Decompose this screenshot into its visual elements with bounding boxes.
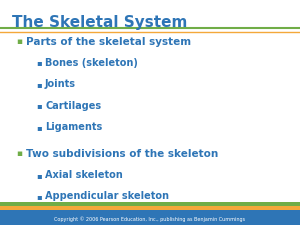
Text: Appendicular skeleton: Appendicular skeleton	[45, 191, 169, 201]
Text: ▪: ▪	[36, 58, 42, 68]
Bar	[0, 202, 300, 206]
Text: ▪: ▪	[36, 171, 42, 180]
Text: Bones (skeleton): Bones (skeleton)	[45, 58, 138, 68]
Text: ▪: ▪	[16, 149, 22, 158]
Text: Joints: Joints	[45, 79, 76, 89]
Text: Copyright © 2006 Pearson Education, Inc., publishing as Benjamin Cummings: Copyright © 2006 Pearson Education, Inc.…	[54, 217, 246, 222]
Text: Axial skeleton: Axial skeleton	[45, 170, 123, 180]
Text: ▪: ▪	[36, 80, 42, 89]
Text: ▪: ▪	[16, 37, 22, 46]
Bar	[0, 206, 300, 210]
Text: Ligaments: Ligaments	[45, 122, 102, 132]
Text: Cartilages: Cartilages	[45, 101, 101, 111]
Bar	[0, 210, 300, 214]
Text: Parts of the skeletal system: Parts of the skeletal system	[26, 37, 190, 47]
Text: ▪: ▪	[36, 101, 42, 110]
Bar	[0, 214, 300, 225]
Text: ▪: ▪	[36, 123, 42, 132]
Text: Two subdivisions of the skeleton: Two subdivisions of the skeleton	[26, 149, 218, 159]
Text: ▪: ▪	[36, 192, 42, 201]
Text: The Skeletal System: The Skeletal System	[12, 15, 188, 30]
